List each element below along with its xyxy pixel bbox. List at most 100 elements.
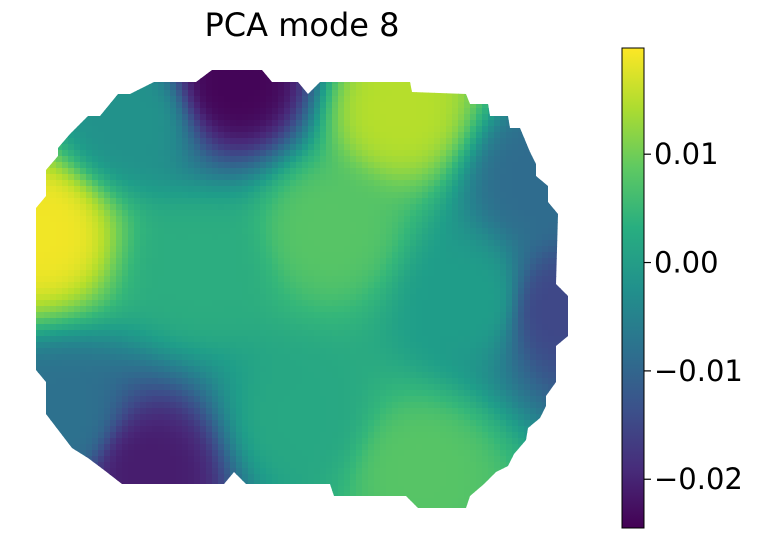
- heatmap-cell: [482, 90, 489, 97]
- heatmap-cell: [416, 174, 423, 181]
- heatmap-cell: [524, 252, 531, 259]
- heatmap-cell: [50, 306, 57, 313]
- heatmap-cell: [158, 156, 165, 163]
- heatmap-cell: [68, 156, 75, 163]
- heatmap-cell: [194, 138, 201, 145]
- heatmap-cell: [476, 312, 483, 319]
- heatmap-cell: [374, 252, 381, 259]
- heatmap-cell: [242, 78, 249, 85]
- heatmap-cell: [302, 72, 309, 79]
- heatmap-cell: [236, 396, 243, 403]
- heatmap-cell: [362, 72, 369, 79]
- heatmap-cell: [332, 306, 339, 313]
- heatmap-cell: [332, 78, 339, 85]
- heatmap-cell: [350, 372, 357, 379]
- heatmap-cell: [332, 210, 339, 217]
- heatmap-cell: [266, 234, 273, 241]
- heatmap-cell: [188, 114, 195, 121]
- heatmap-cell: [134, 252, 141, 259]
- heatmap-cell: [92, 150, 99, 157]
- heatmap-cell: [122, 234, 129, 241]
- heatmap-cell: [404, 174, 411, 181]
- heatmap-cell: [326, 384, 333, 391]
- heatmap-cell: [440, 246, 447, 253]
- heatmap-cell: [278, 198, 285, 205]
- heatmap-cell: [362, 264, 369, 271]
- heatmap-cell: [404, 162, 411, 169]
- heatmap-cell: [182, 240, 189, 247]
- heatmap-cell: [536, 318, 543, 325]
- heatmap-cell: [470, 204, 477, 211]
- heatmap-cell: [182, 270, 189, 277]
- heatmap-cell: [494, 336, 501, 343]
- heatmap-cell: [422, 90, 429, 97]
- heatmap-cell: [36, 120, 39, 127]
- heatmap-cell: [458, 162, 465, 169]
- heatmap-cell: [476, 372, 483, 379]
- heatmap-cell: [116, 234, 123, 241]
- heatmap-cell: [206, 240, 213, 247]
- heatmap-cell: [356, 348, 363, 355]
- heatmap-cell: [470, 192, 477, 199]
- heatmap-cell: [236, 270, 243, 277]
- heatmap-cell: [326, 132, 333, 139]
- heatmap-cell: [218, 150, 225, 157]
- heatmap-cell: [266, 168, 273, 175]
- heatmap-cell: [380, 216, 387, 223]
- heatmap-cell: [440, 234, 447, 241]
- heatmap-cell: [284, 108, 291, 115]
- heatmap-cell: [248, 114, 255, 121]
- heatmap-cell: [356, 180, 363, 187]
- heatmap-cell: [290, 324, 297, 331]
- heatmap-cell: [548, 300, 555, 307]
- heatmap-cell: [446, 114, 453, 121]
- heatmap-cell: [386, 120, 393, 127]
- heatmap-cell: [122, 360, 129, 367]
- heatmap-cell: [296, 372, 303, 379]
- heatmap-cell: [452, 180, 459, 187]
- heatmap-cell: [56, 102, 63, 109]
- heatmap-cell: [428, 288, 435, 295]
- heatmap-cell: [284, 228, 291, 235]
- heatmap-cell: [410, 234, 417, 241]
- heatmap-cell: [566, 288, 568, 295]
- heatmap-cell: [278, 180, 285, 187]
- heatmap-cell: [260, 366, 267, 373]
- heatmap-cell: [158, 234, 165, 241]
- heatmap-cell: [542, 90, 549, 97]
- heatmap-cell: [494, 174, 501, 181]
- heatmap-cell: [128, 366, 135, 373]
- heatmap-cell: [296, 102, 303, 109]
- heatmap-cell: [152, 246, 159, 253]
- heatmap-cell: [380, 108, 387, 115]
- heatmap-cell: [98, 366, 105, 373]
- heatmap-cell: [68, 120, 75, 127]
- heatmap-cell: [452, 228, 459, 235]
- heatmap-cell: [392, 306, 399, 313]
- heatmap-cell: [416, 312, 423, 319]
- heatmap-cell: [362, 114, 369, 121]
- heatmap-cell: [464, 312, 471, 319]
- heatmap-cell: [476, 70, 483, 73]
- heatmap-cell: [296, 156, 303, 163]
- heatmap-cell: [566, 258, 568, 265]
- heatmap-cell: [104, 264, 111, 271]
- heatmap-cell: [350, 384, 357, 391]
- heatmap-cell: [530, 108, 537, 115]
- heatmap-cell: [488, 378, 495, 385]
- heatmap-cell: [278, 264, 285, 271]
- heatmap-cell: [284, 216, 291, 223]
- heatmap-cell: [110, 390, 117, 397]
- heatmap-cell: [422, 72, 429, 79]
- heatmap-cell: [86, 246, 93, 253]
- heatmap-cell: [68, 78, 75, 85]
- heatmap-cell: [278, 252, 285, 259]
- heatmap-cell: [230, 102, 237, 109]
- heatmap-cell: [530, 168, 537, 175]
- heatmap-cell: [536, 252, 543, 259]
- heatmap-cell: [464, 96, 471, 103]
- heatmap-cell: [56, 366, 63, 373]
- heatmap-cell: [542, 180, 549, 187]
- heatmap-cell: [338, 132, 345, 139]
- heatmap-cell: [368, 390, 375, 397]
